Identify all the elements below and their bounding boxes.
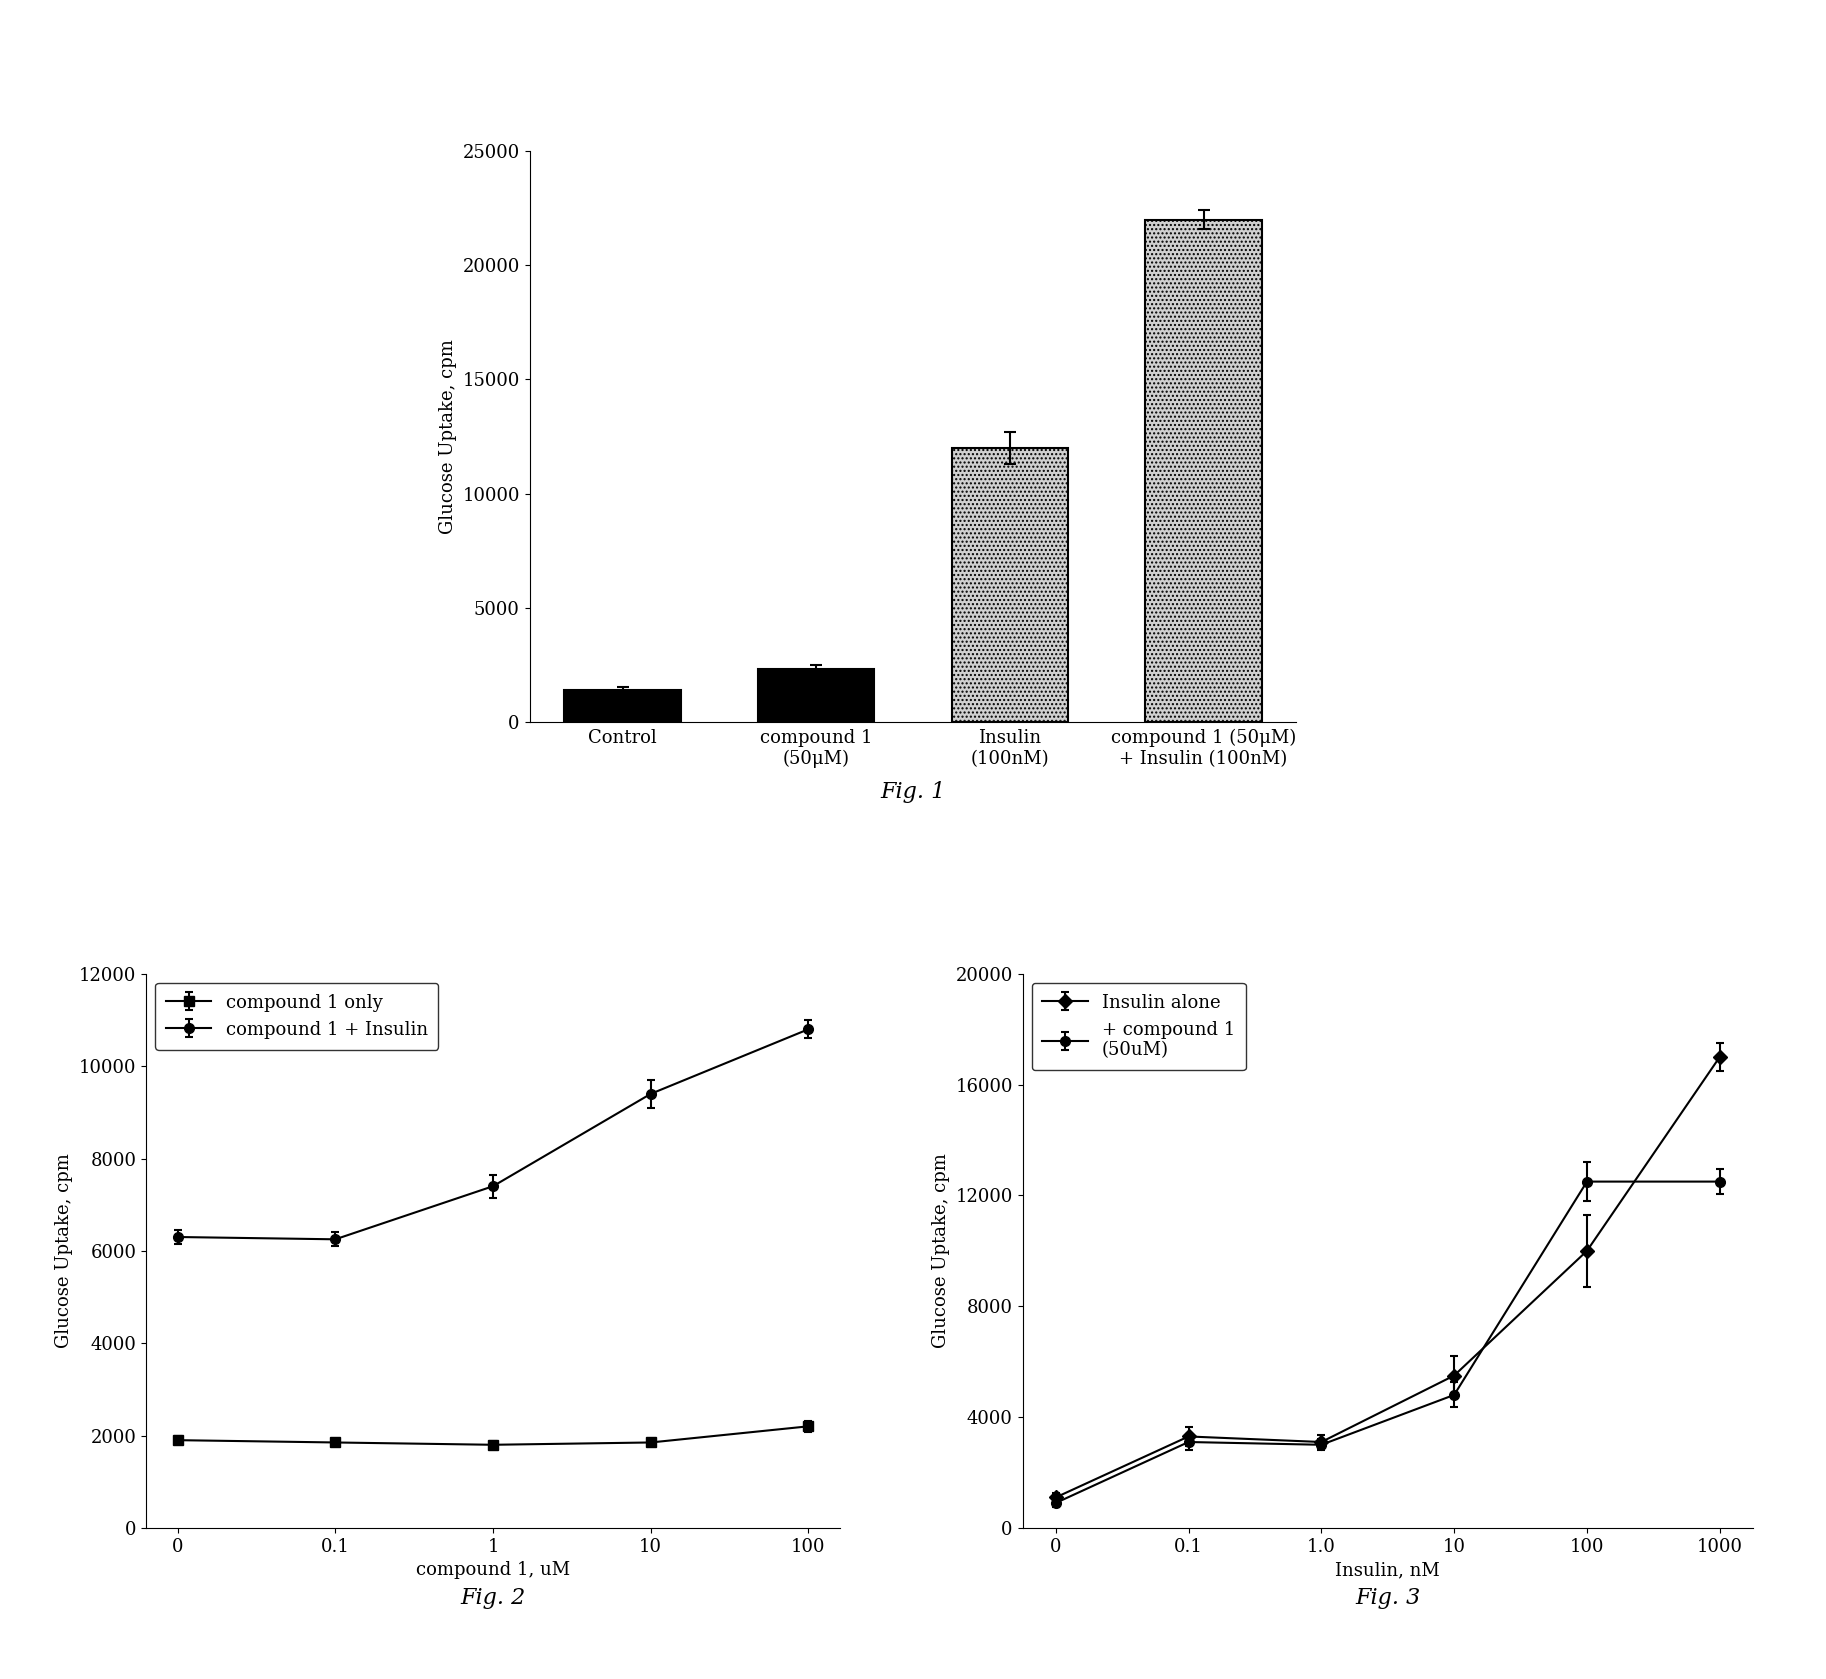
Text: Fig. 1: Fig. 1 xyxy=(880,781,946,803)
Bar xyxy=(1145,220,1262,722)
Y-axis label: Glucose Uptake, cpm: Glucose Uptake, cpm xyxy=(931,1153,950,1348)
X-axis label: compound 1, uM: compound 1, uM xyxy=(416,1561,570,1580)
Legend: compound 1 only, compound 1 + Insulin: compound 1 only, compound 1 + Insulin xyxy=(155,982,438,1049)
Y-axis label: Glucose Uptake, cpm: Glucose Uptake, cpm xyxy=(55,1153,73,1348)
Text: Fig. 2: Fig. 2 xyxy=(460,1587,526,1608)
X-axis label: Insulin, nM: Insulin, nM xyxy=(1335,1561,1441,1580)
Bar xyxy=(758,670,875,722)
Y-axis label: Glucose Uptake, cpm: Glucose Uptake, cpm xyxy=(438,339,456,534)
Bar xyxy=(564,690,681,722)
Text: Fig. 3: Fig. 3 xyxy=(1355,1587,1421,1608)
Legend: Insulin alone, + compound 1
(50uM): Insulin alone, + compound 1 (50uM) xyxy=(1032,982,1245,1070)
Bar xyxy=(951,448,1068,722)
